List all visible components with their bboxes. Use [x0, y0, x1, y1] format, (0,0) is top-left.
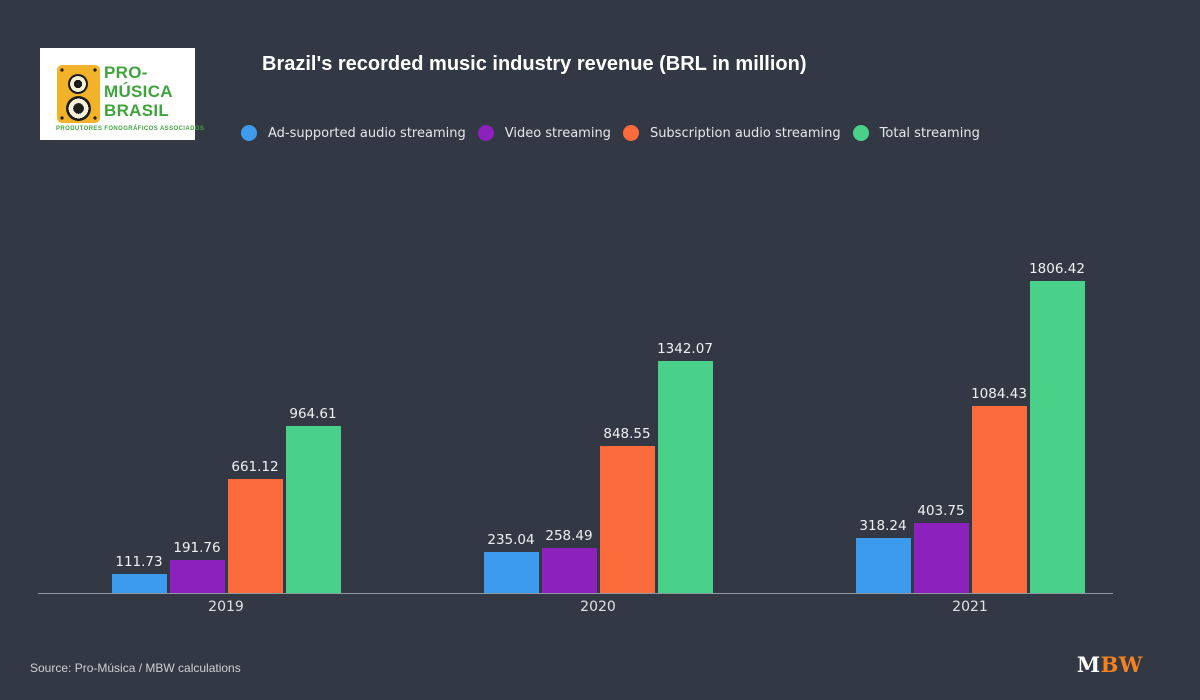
bar-value-label: 318.24: [859, 518, 907, 534]
logo-subtitle: PRODUTORES FONOGRÁFICOS ASSOCIADOS: [56, 126, 205, 132]
bar-2020-series-1[interactable]: [483, 552, 539, 593]
legend-color-dot: [852, 125, 869, 141]
bar-2019-series-1[interactable]: [111, 574, 167, 593]
mbw-logo: MBW: [1077, 652, 1143, 677]
bar-2020-series-4[interactable]: [657, 361, 713, 593]
chart-title: Brazil's recorded music industry revenue…: [262, 53, 807, 75]
pro-musica-logo: PRO- MÚSICA BRASIL PRODUTORES FONOGRÁFIC…: [40, 48, 204, 140]
bar-2021-series-2[interactable]: [913, 523, 969, 593]
plot-area: 111.73 191.76 661.12 964.61 2019 235.04 258.49…: [38, 180, 1113, 615]
mbw-logo-bw: BW: [1100, 652, 1143, 677]
mbw-logo-m: M: [1076, 652, 1101, 677]
speaker-tweeter-icon: [68, 74, 88, 94]
legend-item-4[interactable]: Total streaming: [852, 125, 980, 141]
legend-color-dot: [622, 125, 639, 141]
bar-value-label: 191.76: [173, 540, 221, 556]
bar-value-label: 1342.07: [657, 341, 713, 357]
legend-color-dot: [477, 125, 494, 141]
legend-label: Subscription audio streaming: [649, 125, 841, 141]
bar-value-label: 1806.42: [1029, 261, 1085, 277]
bar-value-label: 661.12: [231, 459, 279, 475]
speaker-woofer-icon: [66, 96, 91, 121]
bar-2021-series-3[interactable]: [971, 406, 1027, 593]
logo-line-1: PRO-: [104, 63, 148, 82]
bar-value-label: 235.04: [487, 532, 535, 548]
bar-2020-series-3[interactable]: [599, 446, 655, 593]
legend-label: Video streaming: [504, 125, 611, 141]
bar-2021-series-4[interactable]: [1029, 281, 1085, 593]
bar-value-label: 111.73: [115, 554, 163, 570]
bar-2021-series-1[interactable]: [855, 538, 911, 593]
x-axis-label-2020: 2020: [580, 599, 616, 615]
bar-value-label: 1084.43: [971, 386, 1027, 402]
logo-line-3: BRASIL: [104, 101, 170, 120]
speaker-icon: [57, 65, 100, 123]
legend-label: Ad-supported audio streaming: [268, 125, 466, 141]
bar-2019-series-3[interactable]: [227, 479, 283, 593]
bar-value-label: 964.61: [289, 406, 337, 422]
legend-label: Total streaming: [879, 125, 980, 141]
bar-value-label: 848.55: [603, 426, 651, 442]
bar-2020-series-2[interactable]: [541, 548, 597, 593]
bar-2019-series-2[interactable]: [169, 560, 225, 593]
x-axis-label-2021: 2021: [952, 599, 988, 615]
legend-item-1[interactable]: Ad-supported audio streaming: [241, 125, 466, 141]
x-axis-label-2019: 2019: [208, 599, 244, 615]
legend-item-2[interactable]: Video streaming: [477, 125, 611, 141]
legend: Ad-supported audio streaming Video stream…: [241, 125, 992, 141]
legend-item-3[interactable]: Subscription audio streaming: [622, 125, 841, 141]
logo-wordmark: PRO- MÚSICA BRASIL: [104, 63, 173, 120]
logo-line-2: MÚSICA: [104, 82, 173, 101]
bar-value-label: 258.49: [545, 528, 593, 544]
bar-value-label: 403.75: [917, 503, 965, 519]
source-note: Source: Pro-Música / MBW calculations: [30, 661, 241, 675]
legend-color-dot: [241, 125, 257, 141]
bar-2019-series-4[interactable]: [285, 426, 341, 593]
